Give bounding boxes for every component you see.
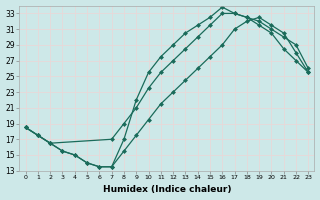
X-axis label: Humidex (Indice chaleur): Humidex (Indice chaleur): [103, 185, 231, 194]
